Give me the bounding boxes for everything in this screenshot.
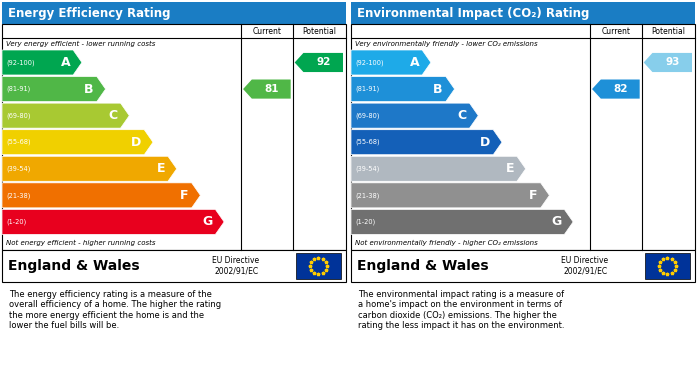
Polygon shape — [2, 130, 153, 155]
Text: (39-54): (39-54) — [355, 165, 379, 172]
Text: (81-91): (81-91) — [355, 86, 379, 92]
Polygon shape — [2, 103, 130, 128]
Text: Potential: Potential — [651, 27, 685, 36]
Bar — [351, 2, 695, 24]
Polygon shape — [351, 130, 502, 155]
Text: A: A — [60, 56, 70, 69]
Bar — [645, 253, 689, 279]
Text: D: D — [480, 136, 490, 149]
Bar — [2, 2, 346, 24]
Text: (55-68): (55-68) — [355, 139, 379, 145]
Text: Very energy efficient - lower running costs: Very energy efficient - lower running co… — [6, 41, 155, 47]
Text: 92: 92 — [316, 57, 330, 68]
Text: (92-100): (92-100) — [355, 59, 384, 66]
Polygon shape — [592, 79, 640, 99]
Bar — [2, 24, 346, 250]
Bar — [351, 250, 695, 282]
Polygon shape — [2, 210, 224, 235]
Polygon shape — [2, 156, 176, 181]
Text: E: E — [505, 162, 514, 175]
Polygon shape — [351, 77, 454, 102]
Text: (1-20): (1-20) — [6, 219, 27, 225]
Polygon shape — [295, 53, 343, 72]
Text: E: E — [157, 162, 165, 175]
Text: Not energy efficient - higher running costs: Not energy efficient - higher running co… — [6, 240, 155, 246]
Text: (81-91): (81-91) — [6, 86, 30, 92]
Polygon shape — [351, 156, 526, 181]
Polygon shape — [351, 210, 573, 235]
Text: Environmental Impact (CO₂) Rating: Environmental Impact (CO₂) Rating — [357, 7, 589, 20]
Text: 93: 93 — [665, 57, 680, 68]
Polygon shape — [2, 77, 106, 102]
Text: F: F — [180, 189, 189, 202]
Text: Current: Current — [601, 27, 631, 36]
Polygon shape — [351, 183, 550, 208]
Text: (69-80): (69-80) — [6, 112, 31, 119]
Polygon shape — [351, 103, 478, 128]
Text: EU Directive
2002/91/EC: EU Directive 2002/91/EC — [212, 256, 259, 276]
Text: Potential: Potential — [302, 27, 336, 36]
Text: The environmental impact rating is a measure of
a home's impact on the environme: The environmental impact rating is a mea… — [358, 290, 564, 330]
Text: The energy efficiency rating is a measure of the
overall efficiency of a home. T: The energy efficiency rating is a measur… — [9, 290, 221, 330]
Text: (21-38): (21-38) — [6, 192, 30, 199]
Text: (92-100): (92-100) — [6, 59, 34, 66]
Polygon shape — [2, 183, 200, 208]
Text: EU Directive
2002/91/EC: EU Directive 2002/91/EC — [561, 256, 608, 276]
Polygon shape — [243, 79, 290, 99]
Polygon shape — [351, 50, 431, 75]
Text: C: C — [108, 109, 118, 122]
Text: D: D — [131, 136, 141, 149]
Text: B: B — [433, 83, 443, 95]
Text: Not environmentally friendly - higher CO₂ emissions: Not environmentally friendly - higher CO… — [355, 240, 538, 246]
Text: F: F — [529, 189, 538, 202]
Text: (69-80): (69-80) — [355, 112, 379, 119]
Text: Current: Current — [253, 27, 281, 36]
Text: England & Wales: England & Wales — [8, 259, 139, 273]
Text: G: G — [202, 215, 212, 228]
Text: 82: 82 — [613, 84, 627, 94]
Bar — [296, 253, 341, 279]
Text: (55-68): (55-68) — [6, 139, 31, 145]
Text: Energy Efficiency Rating: Energy Efficiency Rating — [8, 7, 171, 20]
Text: C: C — [457, 109, 466, 122]
Bar — [2, 250, 346, 282]
Text: (39-54): (39-54) — [6, 165, 30, 172]
Bar — [351, 24, 695, 250]
Text: (1-20): (1-20) — [355, 219, 375, 225]
Text: 81: 81 — [264, 84, 279, 94]
Text: (21-38): (21-38) — [355, 192, 379, 199]
Text: England & Wales: England & Wales — [357, 259, 489, 273]
Text: G: G — [551, 215, 561, 228]
Polygon shape — [644, 53, 692, 72]
Text: B: B — [84, 83, 94, 95]
Text: A: A — [410, 56, 419, 69]
Text: Very environmentally friendly - lower CO₂ emissions: Very environmentally friendly - lower CO… — [355, 41, 538, 47]
Polygon shape — [2, 50, 82, 75]
